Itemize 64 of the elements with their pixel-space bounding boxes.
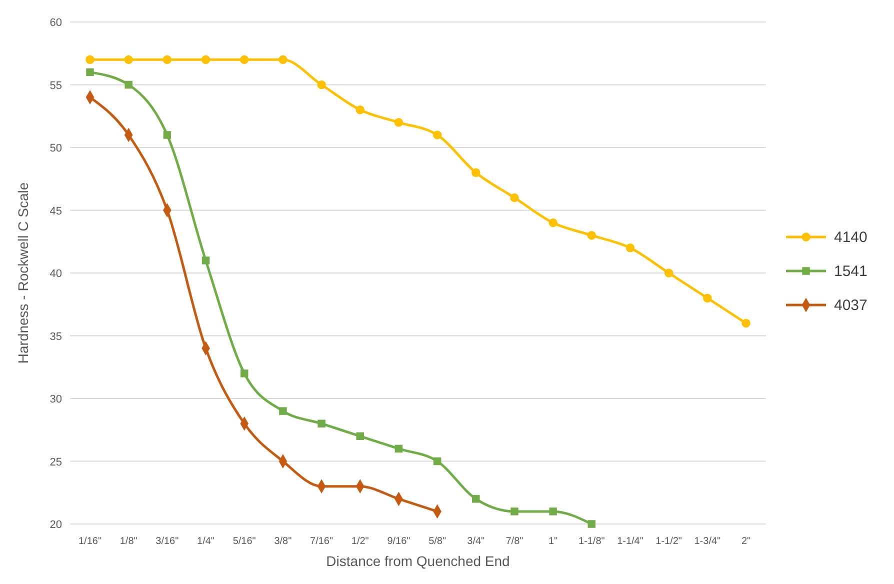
x-tick-label: 1-3/4": [694, 536, 722, 547]
point: [433, 457, 442, 466]
x-tick-label: 1": [548, 536, 558, 547]
x-tick-label: 1-1/4": [617, 536, 644, 547]
y-axis-title: Hardness - Rockwell C Scale: [15, 182, 31, 364]
point: [588, 520, 596, 528]
y-tick-label: 60: [50, 17, 62, 29]
x-tick-label: 5/8": [428, 536, 446, 547]
point: [279, 407, 287, 415]
point: [394, 444, 403, 453]
point: [124, 55, 133, 64]
point: [318, 420, 326, 428]
point: [202, 256, 210, 264]
point: [472, 168, 480, 177]
point: [742, 318, 750, 328]
point: [356, 432, 364, 440]
point: [626, 244, 635, 252]
point: [124, 80, 132, 89]
point: [510, 193, 519, 202]
point: [240, 370, 248, 378]
point: [664, 268, 674, 278]
x-tick-label: 3/16": [156, 536, 180, 547]
point: [356, 105, 364, 114]
point: [472, 495, 480, 503]
point: [432, 130, 442, 140]
y-tick-label: 30: [50, 394, 62, 406]
y-tick-label: 20: [50, 519, 62, 531]
point: [548, 218, 558, 228]
y-tick-label: 50: [50, 142, 62, 154]
point: [549, 508, 557, 516]
y-tick-label: 55: [50, 80, 62, 92]
y-tick-label: 25: [50, 456, 62, 468]
x-tick-label: 3/8": [274, 536, 292, 547]
x-tick-label: 5/16": [232, 536, 256, 547]
x-tick-label: 1/2": [351, 536, 370, 547]
x-tick-label: 1/16": [78, 536, 102, 547]
point: [587, 230, 596, 240]
x-axis-title: Distance from Quenched End: [326, 553, 510, 569]
point: [317, 80, 326, 90]
point: [162, 55, 172, 64]
x-tick-label: 9/16": [387, 536, 411, 547]
x-tick-label: 1/4": [197, 536, 215, 547]
point: [703, 294, 712, 302]
x-tick-label: 1-1/2": [656, 536, 682, 547]
point: [86, 55, 94, 64]
x-tick-label: 3/4": [467, 536, 486, 547]
point: [163, 131, 172, 139]
x-tick-label: 1/8": [120, 536, 138, 547]
x-tick-label: 2": [741, 536, 751, 547]
point: [394, 118, 404, 127]
x-tick-label: 1-1/8": [578, 536, 606, 547]
point: [240, 55, 249, 64]
x-tick-label: 7/8": [506, 536, 524, 547]
x-tick-label: 7/16": [310, 536, 334, 547]
y-tick-label: 40: [50, 268, 62, 280]
legend-label: 4140: [834, 229, 868, 246]
point: [278, 55, 288, 64]
legend-label: 4037: [834, 297, 868, 314]
y-tick-label: 35: [50, 330, 62, 343]
y-tick-label: 45: [50, 205, 62, 218]
point: [510, 508, 518, 516]
point: [86, 68, 94, 76]
legend-label: 1541: [834, 263, 868, 280]
point: [201, 55, 210, 64]
